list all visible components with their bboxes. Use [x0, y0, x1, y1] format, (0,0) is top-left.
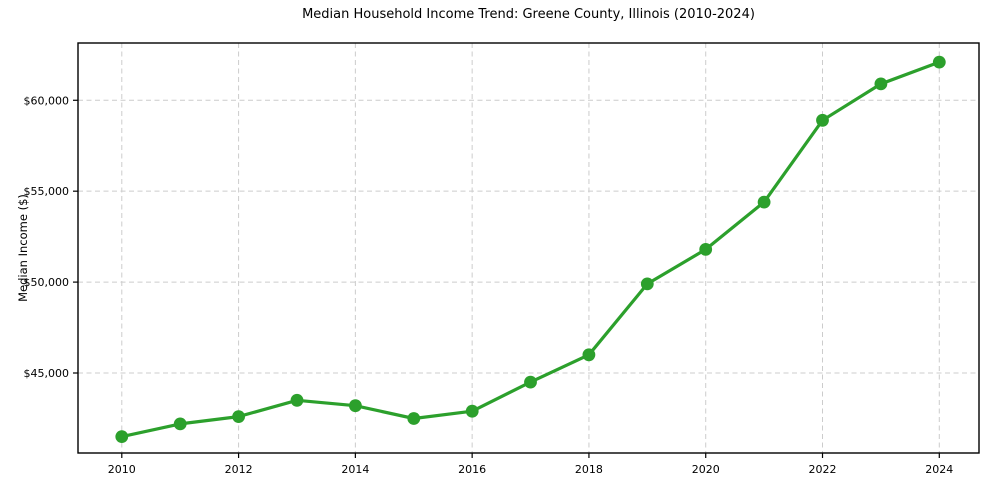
x-tick-label: 2024: [925, 463, 953, 476]
x-tick-label: 2018: [575, 463, 603, 476]
data-point-2014: [349, 399, 362, 413]
data-point-2018: [582, 348, 596, 362]
x-tick-label: 2016: [458, 463, 486, 476]
y-tick-label: $45,000: [24, 367, 70, 380]
y-tick-label: $55,000: [24, 185, 70, 198]
data-point-2019: [640, 277, 654, 291]
plot-border: [77, 42, 980, 454]
data-point-2015: [407, 412, 421, 425]
x-tick-label: 2022: [809, 463, 837, 476]
data-point-2021: [757, 195, 771, 209]
data-point-2017: [524, 375, 537, 389]
y-tick-label: $60,000: [24, 94, 70, 107]
data-point-2020: [699, 243, 713, 256]
chart-title: Median Household Income Trend: Greene Co…: [302, 7, 755, 22]
x-tick-label: 2020: [692, 463, 720, 476]
data-point-2023: [874, 77, 888, 91]
data-point-2012: [232, 410, 246, 423]
data-point-2022: [816, 113, 829, 127]
data-point-2024: [932, 55, 946, 69]
y-tick-label: $50,000: [24, 276, 70, 289]
data-point-2011: [173, 417, 187, 431]
data-point-2013: [290, 393, 304, 407]
data-point-2016: [465, 404, 479, 418]
x-tick-label: 2014: [341, 463, 369, 476]
data-point-2010: [115, 430, 129, 443]
x-tick-label: 2012: [225, 463, 253, 476]
x-tick-label: 2010: [108, 463, 136, 476]
